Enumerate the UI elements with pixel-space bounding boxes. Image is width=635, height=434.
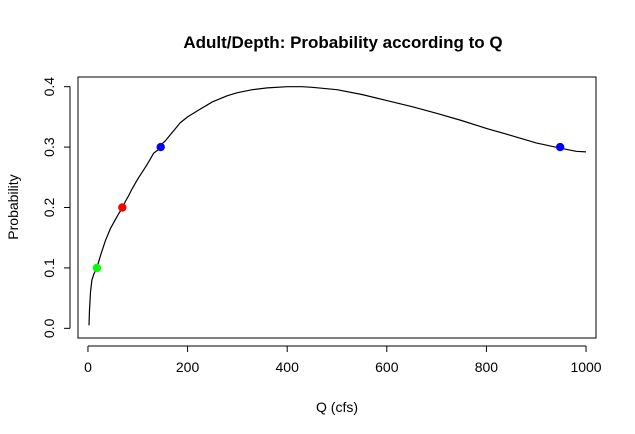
y-tick-label: 0.0 <box>41 318 57 338</box>
series-layer <box>88 86 587 326</box>
plot-area <box>77 76 597 339</box>
y-axis-label: Probability <box>5 174 21 239</box>
data-point <box>555 142 565 152</box>
y-tick-label: 0.4 <box>41 77 57 97</box>
points-layer <box>92 142 565 273</box>
x-tick-label: 1000 <box>570 359 601 375</box>
x-tick-label: 800 <box>475 359 499 375</box>
axes: 0 200 400 600 800 1000 0.0 0.1 0.2 0.3 0.4 <box>41 77 602 375</box>
y-tick-label: 0.1 <box>41 258 57 278</box>
x-tick-label: 200 <box>176 359 200 375</box>
x-tick-label: 600 <box>375 359 399 375</box>
chart-title: Adult/Depth: Probability according to Q <box>183 33 502 52</box>
x-axis-label: Q (cfs) <box>316 399 358 415</box>
series-line <box>88 86 587 326</box>
x-tick-label: 0 <box>84 359 92 375</box>
data-point <box>92 263 102 273</box>
data-point <box>156 142 165 152</box>
y-tick-label: 0.3 <box>41 137 57 157</box>
data-point <box>118 203 127 212</box>
y-tick-label: 0.2 <box>41 198 57 218</box>
x-tick-label: 400 <box>276 359 300 375</box>
